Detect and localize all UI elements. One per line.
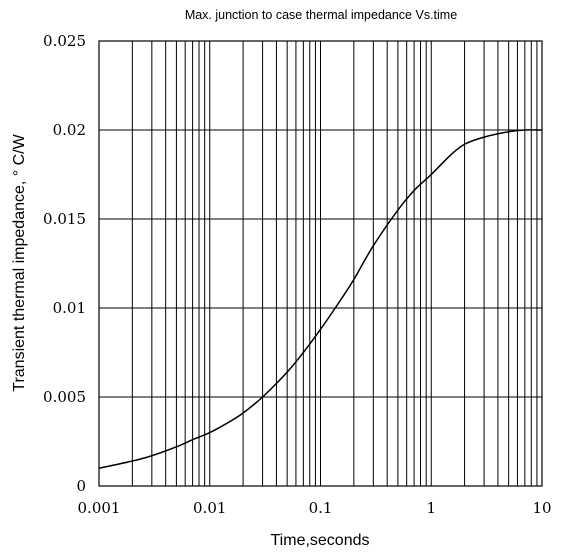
x-axis-label: Time,seconds	[271, 532, 370, 549]
y-tick-label: 0.015	[43, 210, 86, 228]
plot-frame	[98, 40, 543, 487]
series-line	[98, 129, 543, 469]
series-group	[98, 129, 543, 469]
x-tick-label: 0.01	[193, 499, 226, 517]
x-tick-labels: 0.001 0.01 0.1 1 10	[78, 499, 552, 517]
y-tick-label: 0.005	[43, 388, 86, 406]
x-tick-label: 0.1	[309, 499, 333, 517]
chart-title: Max. junction to case thermal impedance …	[185, 8, 457, 22]
y-tick-label: 0.02	[53, 121, 86, 139]
y-tick-label: 0.01	[53, 299, 86, 317]
x-tick-label: 0.001	[78, 499, 121, 517]
y-tick-label: 0	[76, 477, 86, 495]
y-tick-label: 0.025	[43, 32, 86, 50]
x-tick-label: 1	[426, 499, 436, 517]
y-axis-label: Transient thermal impedance, ° C/W	[11, 133, 28, 391]
y-tick-labels: 0 0.005 0.01 0.015 0.02 0.025	[43, 32, 86, 495]
grid	[99, 41, 542, 486]
x-tick-label: 10	[532, 499, 551, 517]
